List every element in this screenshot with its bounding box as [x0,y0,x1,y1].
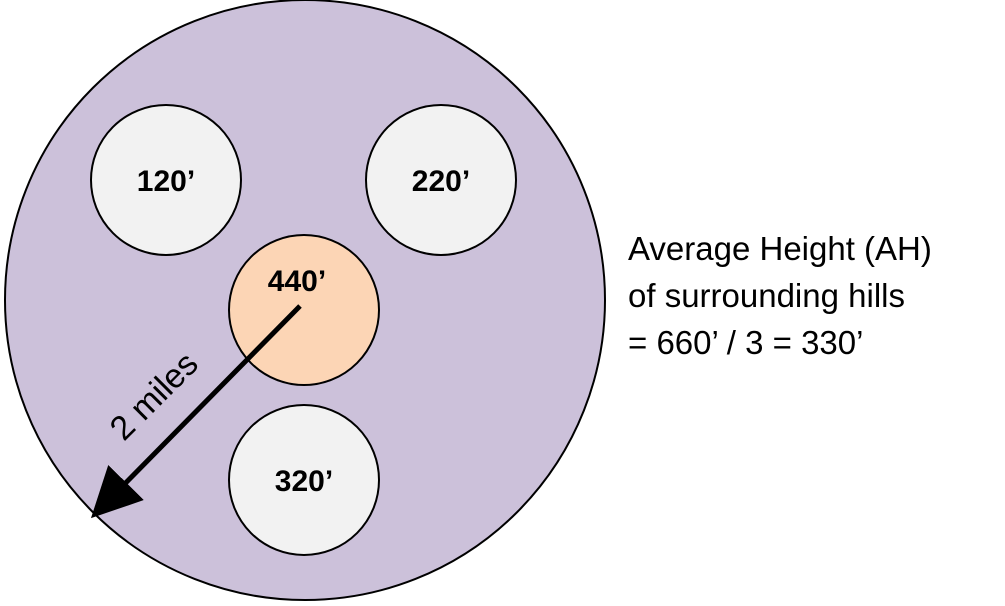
caption-line-1: Average Height (AH) [628,230,932,267]
hill-320-label: 320’ [275,465,333,498]
hill-320: 320’ [228,404,380,556]
hill-220-label: 220’ [412,165,470,198]
hill-120: 120’ [90,104,242,256]
hill-120-label: 120’ [137,165,195,198]
hill-220: 220’ [365,104,517,256]
hill-320-circle [228,404,380,556]
hill-440-label: 440’ [268,265,326,298]
caption-line-3: = 660’ / 3 = 330’ [628,324,864,361]
radius-arrow [90,304,302,519]
hill-220-circle [365,104,517,256]
hill-120-circle [90,104,242,256]
caption-line-2: of surrounding hills [628,277,905,314]
hill-440-center: 440’ [228,234,380,386]
hill-440-circle [228,234,380,386]
average-height-caption: Average Height (AH) of surrounding hills… [628,225,932,366]
